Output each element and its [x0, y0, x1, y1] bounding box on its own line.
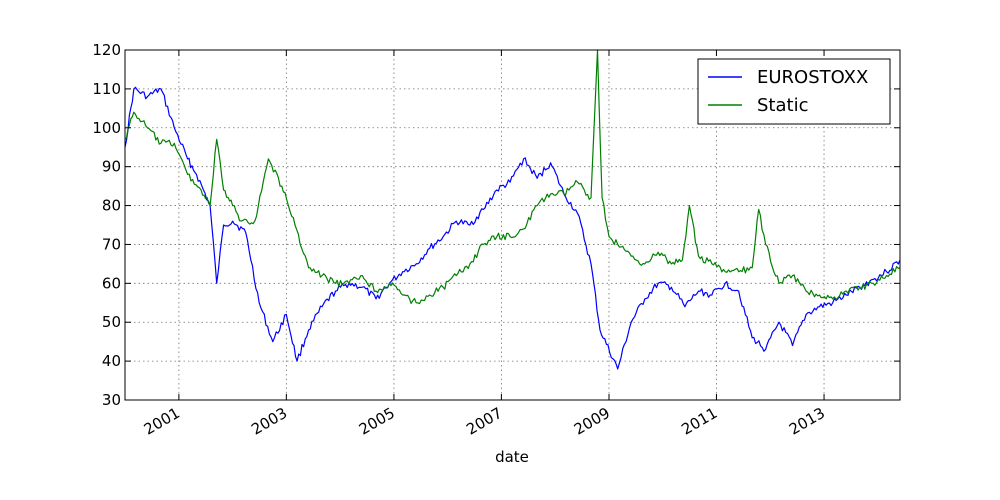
y-tick-label: 60 — [102, 274, 121, 292]
y-tick-label: 70 — [102, 235, 121, 253]
legend-label-static: Static — [757, 95, 808, 116]
y-tick-label: 120 — [92, 41, 121, 59]
x-axis-label: date — [495, 448, 529, 466]
y-tick-label: 100 — [92, 119, 121, 137]
y-tick-label: 30 — [102, 391, 121, 409]
x-tick-label: 2011 — [678, 404, 720, 439]
y-tick-label: 110 — [92, 80, 121, 98]
series-layer — [124, 49, 901, 370]
grid — [125, 50, 900, 400]
x-tick-label: 2013 — [786, 404, 828, 439]
x-tick-label: 2007 — [463, 404, 505, 439]
legend-box — [697, 58, 891, 125]
legend: EUROSTOXX Static — [697, 58, 891, 125]
x-tick-label: 2005 — [356, 404, 398, 439]
y-tick-label: 80 — [102, 197, 121, 215]
x-tick-label: 2003 — [248, 404, 290, 439]
series-line-static — [124, 49, 901, 305]
x-tick-label: 2001 — [141, 404, 183, 439]
plot-frame — [124, 49, 901, 401]
x-tick-label: 2009 — [571, 404, 613, 439]
y-tick-label: 50 — [102, 313, 121, 331]
series-line-eurostoxx — [124, 86, 901, 370]
y-tick-label: 40 — [102, 352, 121, 370]
legend-label-eurostoxx: EUROSTOXX — [757, 67, 868, 88]
y-tick-label: 90 — [102, 158, 121, 176]
